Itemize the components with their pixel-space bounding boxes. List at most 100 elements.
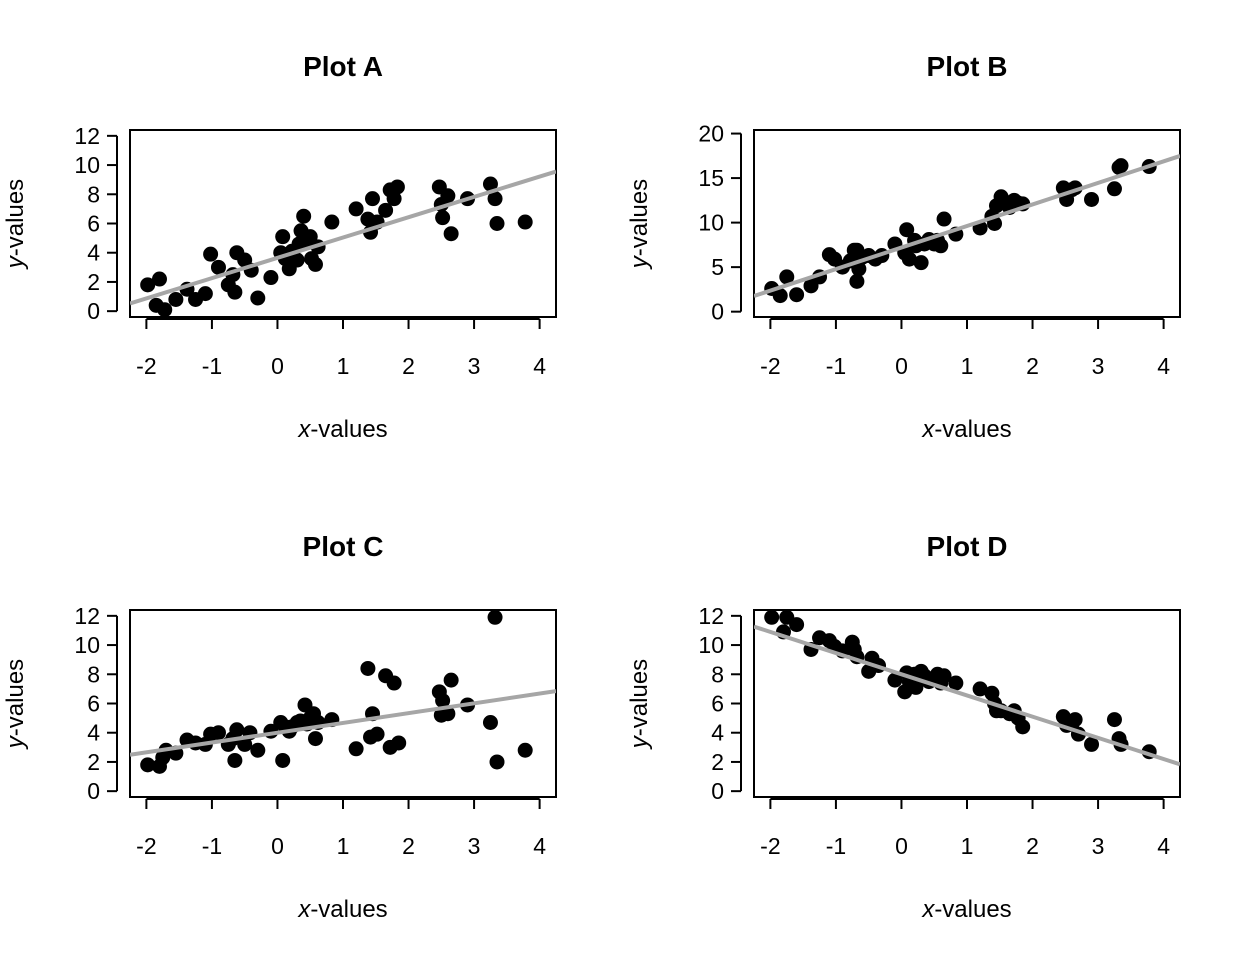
x-tick-label: 0 <box>271 833 284 859</box>
regression-line <box>754 624 1180 767</box>
x-tick-label: 0 <box>271 353 284 379</box>
x-axis-label-rest: -values <box>310 896 387 923</box>
data-point <box>237 736 253 752</box>
data-point <box>489 216 505 231</box>
data-point <box>324 214 340 230</box>
y-axis-label: y-values <box>626 179 653 270</box>
y-tick-label: 5 <box>711 254 724 280</box>
data-point <box>435 210 451 226</box>
data-point <box>887 672 903 688</box>
data-point <box>443 672 459 688</box>
x-tick-label: -2 <box>136 833 156 859</box>
x-tick-label: 1 <box>961 833 974 859</box>
data-point <box>779 269 795 285</box>
plot-frame <box>753 129 1181 318</box>
data-point <box>487 610 503 625</box>
y-tick-label: 8 <box>87 661 100 687</box>
data-point <box>275 752 291 768</box>
y-axis-label-rest: -values <box>2 179 29 256</box>
data-point <box>296 208 312 224</box>
x-tick-label: 4 <box>533 833 546 859</box>
x-tick-label: 3 <box>468 353 481 379</box>
data-point <box>1067 712 1083 728</box>
data-point <box>899 222 915 238</box>
data-point <box>482 176 498 192</box>
x-tick-label: -2 <box>760 833 780 859</box>
data-point <box>908 679 924 695</box>
data-point <box>307 256 323 272</box>
data-point <box>348 741 364 757</box>
data-point <box>263 270 279 286</box>
x-axis-label-rest: -values <box>934 416 1011 443</box>
data-point <box>386 675 402 691</box>
data-point <box>487 191 503 207</box>
y-tick-label: 8 <box>711 661 724 687</box>
data-point <box>168 291 184 307</box>
data-point <box>302 229 318 245</box>
data-point <box>851 261 867 277</box>
y-tick-label: 4 <box>87 240 100 266</box>
x-tick-label: -1 <box>826 833 846 859</box>
y-tick-label: 10 <box>698 210 724 236</box>
x-axis-label-rest: -values <box>934 896 1011 923</box>
y-tick-label: 4 <box>87 720 100 746</box>
x-tick-label: -2 <box>136 353 156 379</box>
y-tick-label: 10 <box>74 632 100 658</box>
data-point <box>936 668 952 684</box>
data-point <box>275 229 291 245</box>
data-point <box>913 255 929 271</box>
plot-title: Plot A <box>303 51 383 82</box>
x-tick-label: 0 <box>895 353 908 379</box>
data-point <box>1106 712 1122 728</box>
data-point <box>250 290 266 306</box>
x-tick-label: 1 <box>337 353 350 379</box>
data-point <box>482 714 498 730</box>
data-point <box>1015 719 1031 735</box>
y-tick-label: 0 <box>711 299 724 325</box>
data-point <box>391 735 407 751</box>
x-tick-label: 1 <box>337 833 350 859</box>
x-axis-label-var: x <box>297 896 311 923</box>
data-point <box>250 742 266 758</box>
data-point <box>210 725 226 741</box>
y-axis-label: y-values <box>626 659 653 750</box>
x-axis-label: x-values <box>921 896 1011 923</box>
regression-line <box>130 169 556 306</box>
y-tick-label: 12 <box>74 603 100 629</box>
data-point <box>489 754 505 770</box>
plot-frame <box>753 609 1181 798</box>
data-point <box>772 288 788 304</box>
y-tick-label: 0 <box>87 298 100 324</box>
x-tick-label: 3 <box>1092 833 1105 859</box>
y-tick-label: 4 <box>711 720 724 746</box>
x-axis-label: x-values <box>921 416 1011 443</box>
y-axis-label-rest: -values <box>626 659 653 736</box>
y-tick-label: 8 <box>87 181 100 207</box>
x-tick-label: 2 <box>402 353 415 379</box>
data-point <box>517 214 533 230</box>
data-point <box>289 252 305 268</box>
data-point <box>157 302 173 317</box>
data-point <box>197 286 213 302</box>
data-point <box>435 693 451 709</box>
data-point <box>307 731 323 747</box>
x-tick-label: -1 <box>826 353 846 379</box>
data-point <box>901 251 917 267</box>
x-tick-label: 3 <box>468 833 481 859</box>
data-point <box>1084 191 1100 207</box>
y-tick-label: 0 <box>87 778 100 804</box>
data-point <box>369 726 385 742</box>
x-tick-label: -2 <box>760 353 780 379</box>
data-point <box>348 201 364 217</box>
y-axis-label-var: y <box>2 734 29 750</box>
y-axis-label: y-values <box>2 179 29 270</box>
x-axis-label-var: x <box>921 416 935 443</box>
x-axis-label: x-values <box>297 896 387 923</box>
data-point <box>948 675 964 691</box>
x-tick-label: 4 <box>1157 353 1170 379</box>
x-tick-label: 4 <box>1157 833 1170 859</box>
x-tick-label: 2 <box>1026 833 1039 859</box>
